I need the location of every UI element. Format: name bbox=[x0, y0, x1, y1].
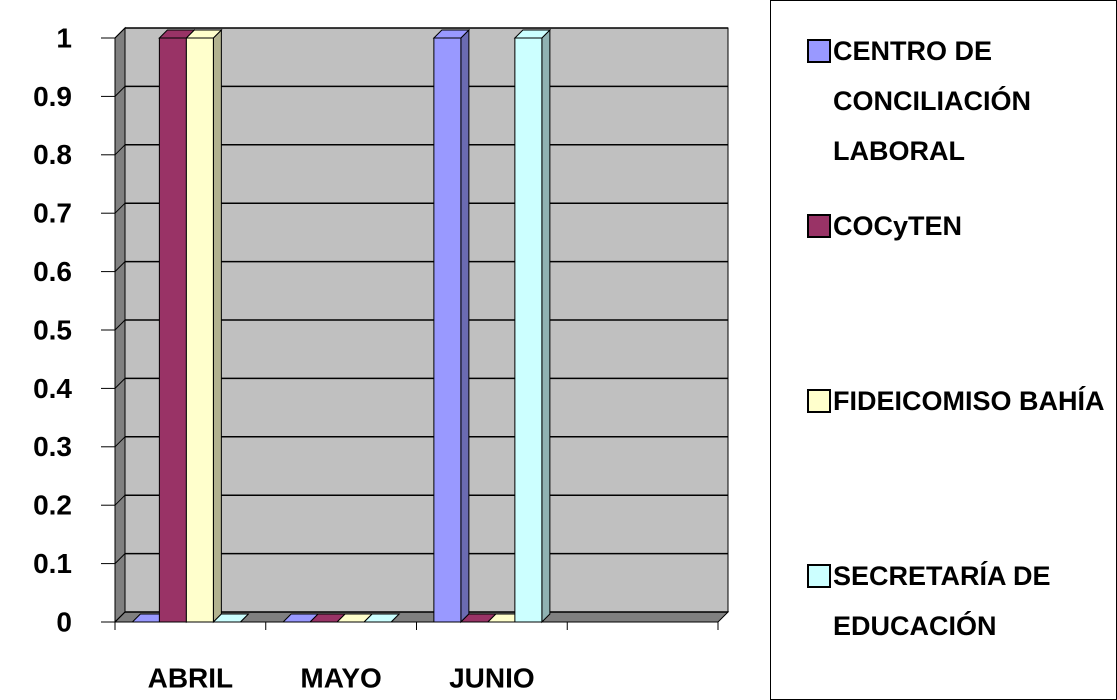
grid-line bbox=[114, 494, 126, 506]
y-tick-label: 0.5 bbox=[33, 314, 72, 345]
legend-label: CENTRO DE CONCILIACIÓN LABORAL bbox=[833, 36, 1031, 166]
bar bbox=[158, 37, 187, 623]
y-tick-label: 0.7 bbox=[33, 198, 72, 229]
y-tick-label: 0.4 bbox=[33, 373, 72, 404]
legend-swatch bbox=[807, 39, 831, 63]
bar-side bbox=[541, 28, 551, 624]
grid-line bbox=[114, 144, 126, 156]
bar-side bbox=[460, 28, 470, 624]
grid-line bbox=[114, 378, 126, 389]
legend-swatch bbox=[807, 214, 831, 238]
grid-line bbox=[114, 86, 126, 97]
bar-top bbox=[362, 613, 401, 623]
y-tick-label: 0.8 bbox=[33, 139, 72, 170]
y-tick-label: 0.3 bbox=[33, 431, 72, 462]
grid-line bbox=[114, 436, 126, 448]
grid-line bbox=[114, 261, 126, 272]
legend: CENTRO DE CONCILIACIÓN LABORAL COCyTEN FID… bbox=[770, 0, 1117, 700]
grid-line bbox=[114, 553, 126, 564]
chart: 0 0.1 0.2 0.3 0.4 0.5 0.6 0.7 0.8 0.9 1 ABRIL MAYO JU… bbox=[33, 22, 730, 693]
grid-line bbox=[114, 319, 126, 331]
x-tick-label: MAYO bbox=[300, 662, 381, 693]
x-tick-label: ABRIL bbox=[148, 662, 234, 693]
y-tick-label: 0 bbox=[56, 606, 72, 637]
grid-line bbox=[114, 202, 126, 214]
bar-side bbox=[212, 28, 222, 624]
bar-top bbox=[212, 613, 250, 623]
grid-line bbox=[114, 611, 126, 623]
legend-label: COCyTEN bbox=[833, 211, 963, 241]
legend-swatch bbox=[807, 389, 831, 413]
legend-label: FIDEICOMISO BAHÍA bbox=[833, 386, 1105, 416]
y-tick-label: 0.1 bbox=[33, 548, 72, 579]
grid-line bbox=[114, 27, 126, 39]
y-tick-label: 0.9 bbox=[33, 81, 72, 112]
y-tick-label: 0.2 bbox=[33, 490, 72, 521]
y-tick-label: 0.6 bbox=[33, 256, 72, 287]
x-tick-label: JUNIO bbox=[449, 662, 535, 693]
legend-label: SECRETARÍA DE EDUCACIÓN bbox=[833, 561, 1051, 641]
bar bbox=[185, 37, 214, 623]
legend-swatch bbox=[807, 564, 831, 588]
y-tick-label: 1 bbox=[56, 22, 72, 53]
bar bbox=[514, 37, 543, 623]
bar bbox=[433, 37, 462, 623]
